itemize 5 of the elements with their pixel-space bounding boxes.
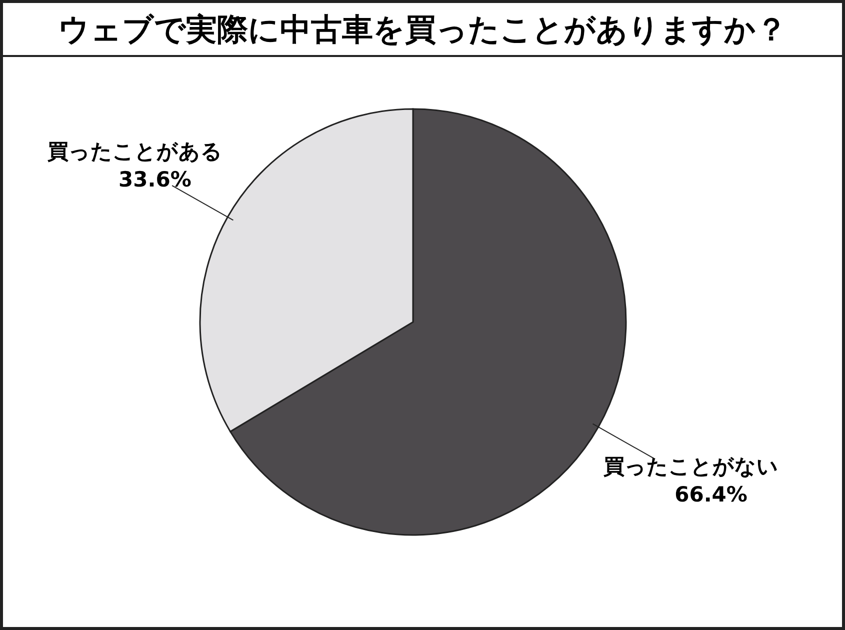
slice-label: 買ったことがない (602, 454, 779, 478)
data-label: 66.4% (674, 482, 748, 506)
chart-title: ウェブで実際に中古車を買ったことがありますか？ (58, 12, 787, 48)
data-label: 33.6% (118, 168, 192, 192)
slice-label: 買ったことがある (46, 140, 222, 164)
